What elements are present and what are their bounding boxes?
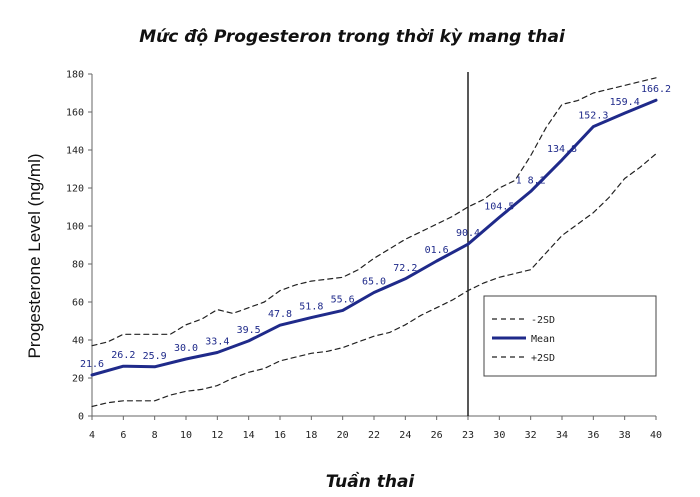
x-tick-label: 34 [556, 430, 568, 441]
x-tick-label: 20 [337, 430, 349, 441]
x-tick-label: 36 [587, 430, 599, 441]
data-label: 30.0 [174, 343, 198, 354]
legend-label-minus-2sd: -2SD [531, 315, 555, 326]
x-tick-label: 22 [368, 430, 380, 441]
ticks-layer: 0 20 40 60 80 100 120 140 160 180 4 6 8 10 12 14 16 18 20 2… [66, 70, 662, 442]
data-labels-layer: 21.6 26.2 25.9 30.0 33.4 39.5 47.8 51.8 55.6 65.0… [80, 84, 671, 370]
data-label: 25.9 [143, 351, 167, 362]
y-tick-label: 100 [66, 222, 84, 233]
x-tick-label: 8 [152, 430, 158, 441]
x-tick-label: 14 [243, 430, 255, 441]
x-tick-label: 24 [399, 430, 411, 441]
data-label: 51.8 [299, 302, 323, 313]
x-tick-label: 6 [120, 430, 126, 441]
data-label: 90.4 [456, 228, 480, 239]
legend-box [483, 295, 657, 377]
legend-label-mean: Mean [531, 334, 555, 345]
x-tick-label: 18 [305, 430, 317, 441]
x-tick-label: 23 [462, 430, 474, 441]
x-tick-label: 10 [180, 430, 192, 441]
series-line-plusminus-2sd [91, 153, 657, 408]
legend-label-plus-2sd: +2SD [531, 353, 555, 364]
y-tick-label: 40 [72, 336, 84, 347]
series-line-mean [90, 98, 658, 377]
y-axis-label: Progesterone Level (ng/ml) [25, 153, 44, 358]
x-tick-label: 30 [493, 430, 505, 441]
data-label: 152.3 [578, 111, 608, 122]
data-label: 21.6 [80, 359, 104, 370]
y-tick-label: 180 [66, 70, 84, 81]
series-line-minus-2sd [91, 77, 657, 347]
x-axis-label: Tuần thai [326, 471, 416, 492]
x-tick-label: 32 [525, 430, 537, 441]
y-tick-label: 80 [72, 260, 84, 271]
y-tick-label: 0 [78, 412, 84, 423]
data-label: 159.4 [610, 97, 640, 108]
x-tick-label: 4 [89, 430, 95, 441]
y-tick-label: 120 [66, 184, 84, 195]
data-label: 33.4 [205, 337, 229, 348]
chart-title: Mức độ Progesteron trong thời kỳ mang th… [139, 27, 566, 47]
data-label: 47.8 [268, 309, 292, 320]
x-tick-label: 12 [211, 430, 223, 441]
data-label: 55.6 [331, 294, 355, 305]
y-tick-label: 60 [72, 298, 84, 309]
data-label: 166.2 [641, 84, 671, 95]
data-label: 1 8.2 [516, 175, 546, 186]
y-tick-label: 20 [72, 374, 84, 385]
data-label: 01.6 [425, 245, 449, 256]
y-tick-label: 160 [66, 108, 84, 119]
data-label: 39.5 [237, 325, 261, 336]
data-label: 134.8 [547, 144, 577, 155]
x-tick-label: 16 [274, 430, 286, 441]
legend: -2SD Mean +2SD [483, 295, 657, 377]
data-label: 65.0 [362, 277, 386, 288]
x-tick-label: 40 [650, 430, 662, 441]
data-label: 72.2 [393, 263, 417, 274]
y-tick-label: 140 [66, 146, 84, 157]
x-tick-label: 38 [619, 430, 631, 441]
data-label: 104.5 [484, 201, 514, 212]
x-tick-label: 26 [431, 430, 443, 441]
data-label: 26.2 [111, 350, 135, 361]
series-layer [90, 72, 658, 416]
